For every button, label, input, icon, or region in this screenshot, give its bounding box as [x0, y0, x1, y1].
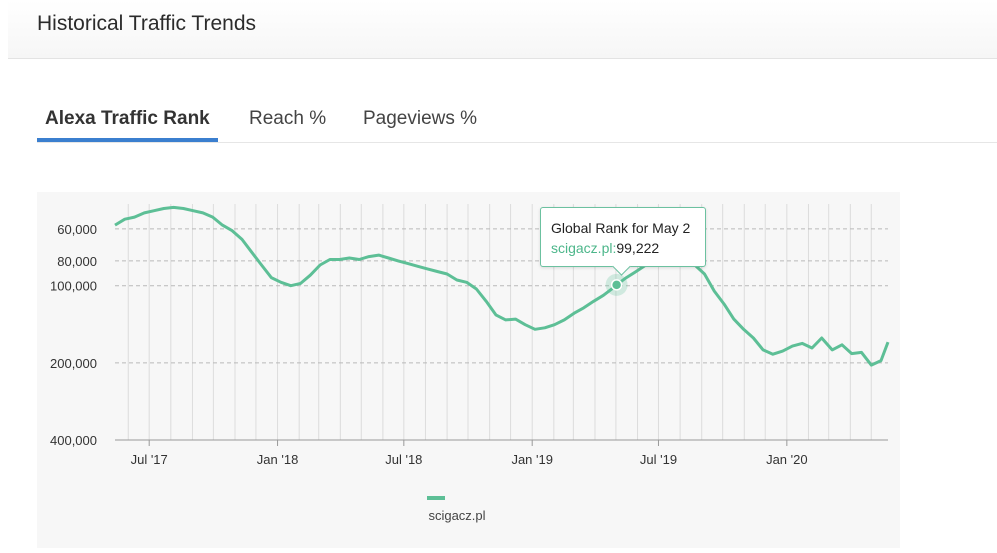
section-header: Historical Traffic Trends: [8, 0, 997, 59]
chart-panel: 60,000 80,000 100,000 200,000 400,000 Jul '17…: [37, 192, 900, 548]
y-tick-label: 100,000: [50, 279, 97, 294]
tab-bar: Alexa Traffic Rank Reach % Pageviews %: [37, 100, 997, 143]
series-line-scigacz: [114, 205, 890, 367]
x-tick-label: Jul '19: [640, 452, 677, 467]
page-title: Historical Traffic Trends: [37, 12, 257, 35]
tab-alexa-traffic-rank[interactable]: Alexa Traffic Rank: [45, 108, 210, 129]
x-tick-label: Jan '20: [766, 452, 808, 467]
y-tick-label: 80,000: [57, 254, 97, 269]
traffic-rank-chart: 60,000 80,000 100,000 200,000 400,000 Jul '17…: [50, 204, 890, 523]
x-tick-label: Jan '18: [257, 452, 299, 467]
y-tick-label: 60,000: [57, 222, 97, 237]
y-tick-label: 200,000: [50, 356, 97, 371]
x-tick-label: Jan '19: [511, 452, 553, 467]
highlight-point: [610, 279, 623, 291]
legend-label: scigacz.pl: [428, 508, 485, 523]
chart-tooltip: Global Rank for May 2 scigacz.pl:99,222: [540, 207, 706, 267]
tooltip-title: Global Rank for May 2: [551, 220, 691, 236]
tooltip-value-line: scigacz.pl:99,222: [551, 240, 695, 256]
x-tick-label: Jul '18: [385, 452, 422, 467]
y-tick-label: 400,000: [50, 433, 97, 448]
tab-reach[interactable]: Reach %: [249, 108, 327, 129]
tooltip-site: scigacz.pl:: [551, 240, 617, 256]
x-tick-label: Jul '17: [131, 452, 168, 467]
tab-pageviews[interactable]: Pageviews %: [363, 108, 478, 129]
active-tab-indicator: [37, 138, 218, 142]
tooltip-value: 99,222: [616, 240, 660, 256]
